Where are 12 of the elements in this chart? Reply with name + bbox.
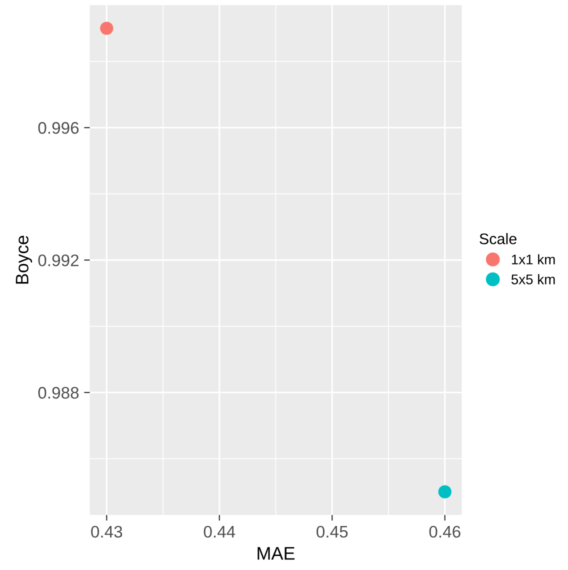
x-tick-label: 0.45 bbox=[316, 526, 348, 538]
legend-label: 5x5 km bbox=[511, 274, 555, 284]
x-tick-label: 0.44 bbox=[204, 526, 236, 538]
y-tick-label: 0.996 bbox=[38, 122, 79, 134]
y-tick-label: 0.992 bbox=[38, 254, 78, 266]
y-tick-label: 0.988 bbox=[38, 386, 79, 399]
legend-title: Scale bbox=[480, 233, 516, 244]
x-axis-title: MAE bbox=[258, 547, 295, 560]
x-tick-label: 0.43 bbox=[91, 526, 122, 538]
x-tick-label: 0.46 bbox=[429, 526, 460, 538]
y-axis-title: Boyce bbox=[16, 236, 32, 284]
legend-label: 1x1 km bbox=[512, 254, 555, 264]
